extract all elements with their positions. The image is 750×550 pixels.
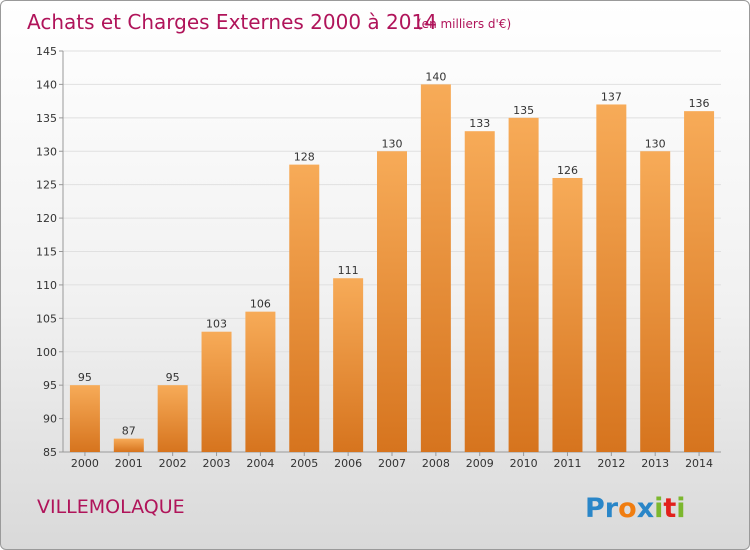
y-tick-label: 105 bbox=[36, 312, 57, 325]
bar-2011 bbox=[552, 177, 583, 452]
bar-2010 bbox=[508, 117, 539, 452]
x-tick-label-2008: 2008 bbox=[422, 457, 450, 470]
x-tick-label-2013: 2013 bbox=[641, 457, 669, 470]
value-label-2008: 140 bbox=[425, 70, 446, 83]
value-label-2013: 130 bbox=[645, 137, 666, 150]
value-label-2003: 103 bbox=[206, 318, 227, 331]
x-tick-label-2009: 2009 bbox=[466, 457, 494, 470]
bar-2012 bbox=[596, 104, 627, 452]
y-tick-label: 100 bbox=[36, 346, 57, 359]
logo-letter: t bbox=[663, 493, 676, 524]
bar-2009 bbox=[464, 131, 495, 452]
logo-letter: r bbox=[605, 493, 619, 524]
logo-letter: i bbox=[676, 493, 685, 524]
y-tick-label: 95 bbox=[43, 379, 57, 392]
logo-letter: x bbox=[637, 493, 654, 524]
logo-letter: o bbox=[618, 493, 637, 524]
x-tick-label-2004: 2004 bbox=[246, 457, 274, 470]
value-label-2002: 95 bbox=[166, 371, 180, 384]
y-tick-label: 140 bbox=[36, 78, 57, 91]
bar-2004 bbox=[245, 311, 276, 452]
x-tick-label-2014: 2014 bbox=[685, 457, 713, 470]
value-label-2007: 130 bbox=[382, 137, 403, 150]
y-tick-label: 115 bbox=[36, 246, 57, 259]
chart-title: Achats et Charges Externes 2000 à 2014 bbox=[27, 10, 437, 34]
x-tick-label-2002: 2002 bbox=[159, 457, 187, 470]
y-tick-labels: 85 90 95 100 105 110 115 120 125 130 135 140 145 bbox=[36, 45, 63, 459]
value-label-2009: 133 bbox=[469, 117, 490, 130]
value-label-2005: 128 bbox=[294, 151, 315, 164]
bar-2007 bbox=[377, 151, 407, 452]
x-tick-labels: 2000 2001 2002 2003 2004 2005 2006 2007 2008 2009… bbox=[71, 452, 713, 470]
bar-2000 bbox=[69, 385, 100, 452]
logo-letter: P bbox=[585, 493, 605, 524]
x-tick-label-2006: 2006 bbox=[334, 457, 362, 470]
bar-2008 bbox=[420, 84, 451, 453]
x-tick-label-2011: 2011 bbox=[553, 457, 581, 470]
commune-name: VILLEMOLAQUE bbox=[37, 496, 185, 518]
y-tick-label: 125 bbox=[36, 179, 57, 192]
x-tick-label-2000: 2000 bbox=[71, 457, 99, 470]
y-tick-label: 120 bbox=[36, 212, 57, 225]
y-tick-label: 90 bbox=[43, 413, 57, 426]
value-label-2001: 87 bbox=[122, 425, 136, 438]
value-label-2006: 111 bbox=[338, 264, 359, 277]
logo-letter: i bbox=[654, 493, 663, 524]
value-label-2010: 135 bbox=[513, 104, 534, 117]
y-tick-label: 135 bbox=[36, 112, 57, 125]
y-tick-label: 130 bbox=[36, 145, 57, 158]
bars bbox=[69, 84, 715, 453]
bar-2003 bbox=[201, 331, 232, 452]
bar-2005 bbox=[289, 164, 320, 452]
y-tick-label: 85 bbox=[43, 446, 57, 459]
x-tick-label-2003: 2003 bbox=[203, 457, 231, 470]
x-tick-label-2012: 2012 bbox=[597, 457, 625, 470]
value-label-2011: 126 bbox=[557, 164, 578, 177]
chart-unit: (en milliers d'€) bbox=[417, 17, 511, 31]
x-tick-label-2005: 2005 bbox=[290, 457, 318, 470]
x-tick-label-2007: 2007 bbox=[378, 457, 406, 470]
value-label-2000: 95 bbox=[78, 371, 92, 384]
value-label-2014: 136 bbox=[689, 97, 710, 110]
bar-2001 bbox=[113, 438, 144, 452]
value-labels: 95 87 95 103 106 128 111 130 140 133 135 126 137 130 1… bbox=[78, 70, 710, 437]
value-label-2004: 106 bbox=[250, 298, 271, 311]
x-tick-label-2001: 2001 bbox=[115, 457, 143, 470]
bar-2002 bbox=[157, 385, 188, 452]
value-label-2012: 137 bbox=[601, 90, 622, 103]
bar-2014 bbox=[684, 111, 715, 453]
proxiti-logo: Proxiti bbox=[585, 493, 686, 524]
bar-2013 bbox=[640, 151, 671, 452]
y-tick-label: 145 bbox=[36, 45, 57, 58]
y-tick-label: 110 bbox=[36, 279, 57, 292]
x-tick-label-2010: 2010 bbox=[510, 457, 538, 470]
bar-2006 bbox=[333, 278, 364, 452]
